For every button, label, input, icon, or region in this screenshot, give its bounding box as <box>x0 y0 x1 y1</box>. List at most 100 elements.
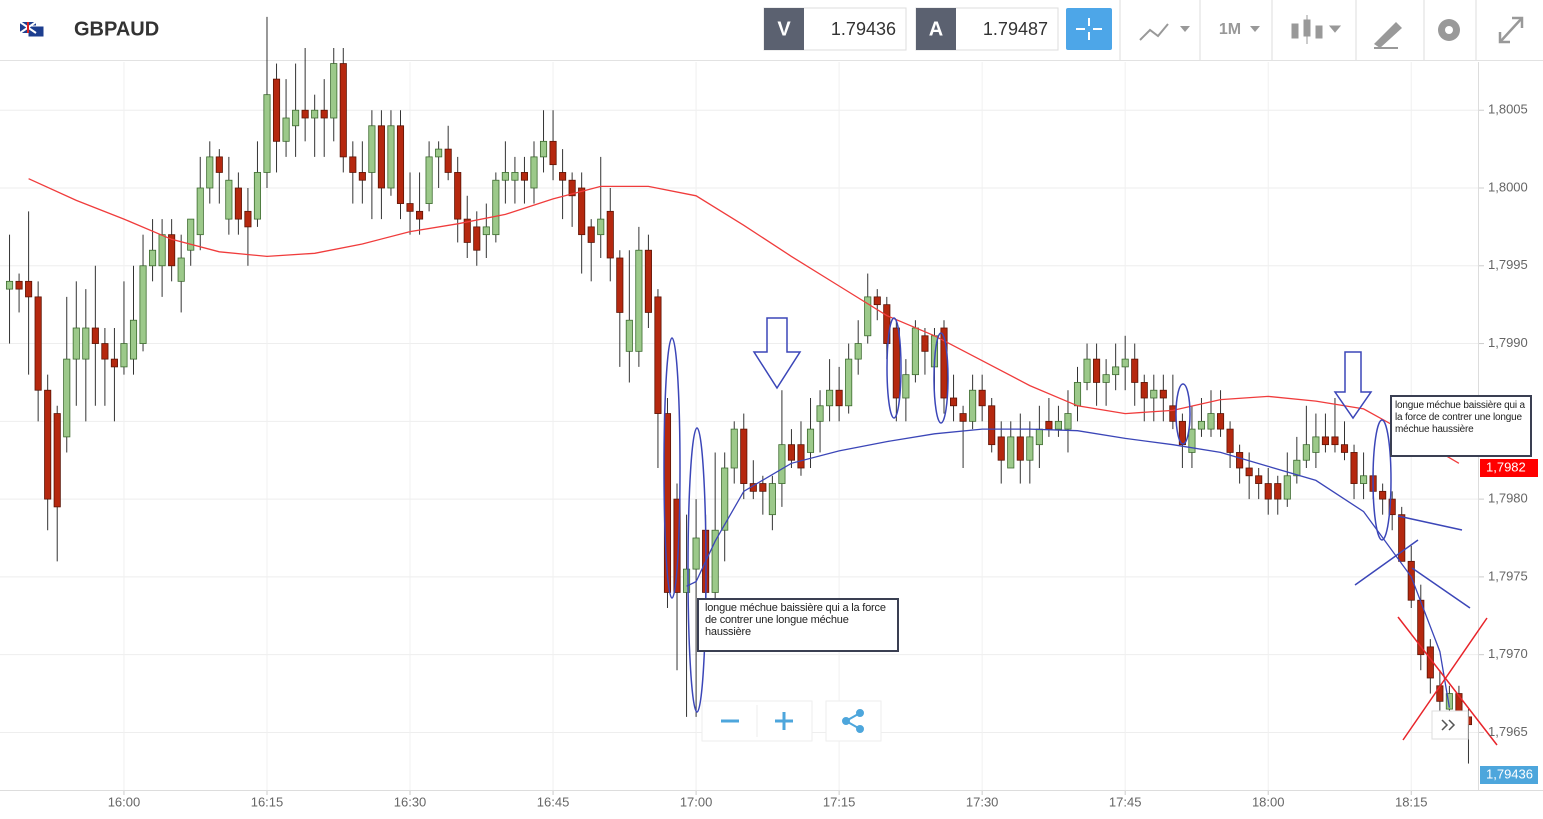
share-icon <box>842 709 864 733</box>
candle-body <box>539 140 548 158</box>
candle-body <box>177 257 185 282</box>
candle-body <box>673 498 681 593</box>
candle-body <box>1321 436 1329 446</box>
candle-body <box>616 257 624 313</box>
candle-body <box>1436 685 1444 702</box>
candle-body <box>787 444 795 461</box>
candle-body <box>683 568 691 593</box>
candle-body <box>950 397 958 407</box>
candle-body <box>82 327 90 360</box>
buy-label-box[interactable] <box>916 8 956 50</box>
candle-body <box>864 296 872 337</box>
price-tag-label: 1,7982 <box>1486 459 1526 474</box>
candle-body <box>1236 452 1244 469</box>
candle-body <box>835 389 843 407</box>
candle-body <box>72 327 80 360</box>
price-tag-label: 1,79436 <box>1486 766 1533 781</box>
candle-body <box>196 187 204 236</box>
candle-body <box>1445 693 1453 710</box>
x-tick-label: 18:15 <box>1395 794 1428 809</box>
candle-body <box>463 218 471 243</box>
candle-body <box>1064 413 1072 430</box>
candle-body <box>187 218 195 251</box>
candle-body <box>1102 374 1110 383</box>
crosshair-button[interactable] <box>1066 8 1112 50</box>
candle-body <box>1054 420 1062 430</box>
y-tick-label: 1,7995 <box>1488 257 1528 272</box>
scroll-end-button[interactable] <box>1431 710 1469 740</box>
candle-body <box>1026 436 1034 461</box>
candle-body <box>549 140 557 166</box>
timeframe[interactable]: 1M <box>1219 21 1241 38</box>
candle-body <box>1312 436 1320 453</box>
x-tick-label: 17:30 <box>966 794 999 809</box>
candle-body <box>692 537 700 570</box>
candle-body <box>873 296 881 306</box>
candle-body <box>1188 428 1196 453</box>
candle-body <box>482 226 490 236</box>
candle-body <box>625 319 633 352</box>
candle-body <box>959 413 967 422</box>
flag-icon <box>19 21 45 38</box>
candle-body <box>63 358 71 438</box>
fullscreen-button[interactable] <box>1498 16 1524 44</box>
candle-body <box>778 444 786 484</box>
candle-body <box>330 63 338 119</box>
candle-body <box>587 226 595 243</box>
candle-body <box>854 343 862 360</box>
candle-body <box>225 179 233 220</box>
draw-button[interactable] <box>1374 22 1402 49</box>
sell-label-box[interactable] <box>764 8 804 50</box>
candle-body <box>902 374 910 399</box>
candle-body <box>311 109 319 119</box>
buy-label: A <box>929 18 943 40</box>
candle-body <box>1350 452 1358 484</box>
candle-body <box>1216 413 1225 430</box>
candle-body <box>1407 560 1415 601</box>
price-tag <box>1480 766 1538 784</box>
y-tick-label: 1,7970 <box>1488 646 1528 661</box>
candle-body <box>644 249 652 313</box>
zoom-in[interactable] <box>775 712 793 730</box>
chart-type-button[interactable] <box>1139 23 1190 41</box>
candle-body <box>911 327 919 376</box>
annotation-box: longue méchue baissière qui a la force d… <box>1390 395 1532 457</box>
candle-body <box>1159 389 1167 399</box>
scroll-end-icon <box>1441 719 1456 731</box>
overlay-line <box>686 428 1451 708</box>
candle-body <box>253 172 262 220</box>
cross-mark <box>1397 616 1498 746</box>
candle-body <box>1083 358 1091 383</box>
candle-body <box>129 319 138 360</box>
share-box[interactable] <box>825 700 882 742</box>
crosshair-icon <box>1076 18 1102 40</box>
candle-body <box>721 467 729 531</box>
candle-body <box>1226 428 1234 453</box>
candle-body <box>654 296 662 414</box>
candle-body <box>1112 366 1120 376</box>
candle-body <box>396 125 405 204</box>
annotation-shapes <box>663 317 1471 713</box>
candle-body <box>1274 483 1282 500</box>
candle-body <box>149 249 157 267</box>
candle-body <box>1331 436 1339 446</box>
candles-button[interactable] <box>1291 15 1342 44</box>
candle-body <box>1360 475 1368 484</box>
candle-body <box>921 335 929 352</box>
candle-body <box>759 483 767 492</box>
candle-body <box>1207 413 1215 430</box>
candle-body <box>988 405 996 446</box>
settings-button[interactable] <box>1438 19 1460 41</box>
candle-body <box>1197 420 1206 430</box>
plot <box>5 16 1473 764</box>
candle-body <box>740 428 748 484</box>
candle-body <box>1073 382 1082 407</box>
candle-body <box>272 78 281 142</box>
candle-body <box>444 148 452 173</box>
candle-body <box>292 109 300 127</box>
y-tick-label: 1,7980 <box>1488 491 1528 506</box>
candle-body <box>892 327 900 399</box>
buy-price: 1.79487 <box>983 19 1048 39</box>
